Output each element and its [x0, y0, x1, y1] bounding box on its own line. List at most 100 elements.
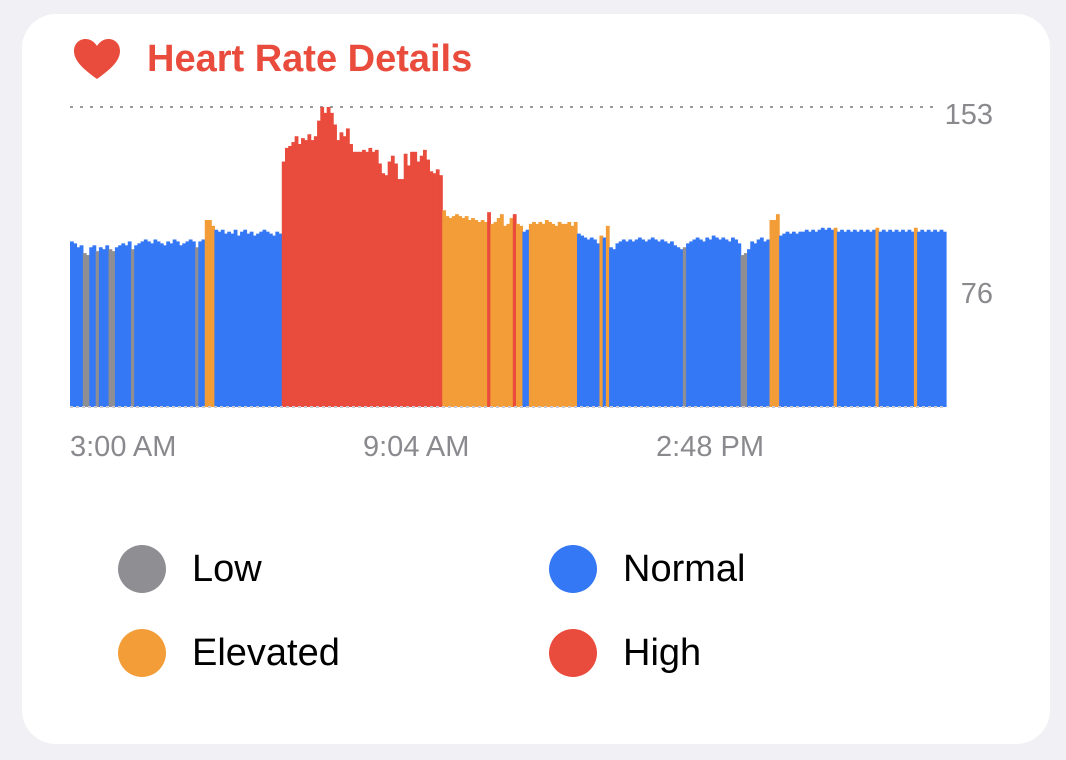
bar-normal	[278, 233, 283, 407]
bar-elevated	[544, 219, 549, 407]
bar-high	[307, 134, 312, 407]
bar-elevated	[772, 219, 777, 407]
bar-elevated	[573, 221, 578, 407]
bar-elevated	[445, 216, 450, 407]
bar-normal	[756, 239, 761, 407]
bar-normal	[236, 235, 241, 407]
bar-normal	[798, 231, 803, 407]
bar-normal	[856, 231, 860, 407]
bar-high	[429, 171, 434, 407]
bar-normal	[114, 247, 119, 407]
bar-elevated	[480, 219, 485, 407]
bar-normal	[852, 229, 857, 407]
bar-normal	[628, 239, 633, 407]
bar-normal	[814, 231, 819, 407]
bar-normal	[872, 229, 877, 407]
bar-low	[95, 251, 100, 407]
bar-normal	[910, 231, 915, 407]
bar-elevated	[458, 216, 463, 407]
bar-high	[374, 149, 379, 408]
bar-elevated	[519, 225, 524, 407]
bar-normal	[907, 229, 912, 407]
bar-high	[432, 173, 437, 407]
bar-normal	[625, 241, 629, 407]
bar-normal	[878, 231, 883, 407]
bar-low	[743, 253, 748, 407]
bar-normal	[102, 249, 106, 407]
bar-normal	[679, 249, 684, 407]
bar-elevated	[204, 219, 209, 407]
bar-normal	[830, 229, 835, 407]
bar-low	[108, 249, 113, 407]
legend-item-low: Low	[118, 544, 262, 594]
bar-high	[291, 142, 296, 407]
bar-normal	[118, 245, 122, 407]
bar-elevated	[455, 214, 459, 407]
card-header: Heart Rate Details	[72, 36, 472, 82]
bar-normal	[788, 233, 793, 407]
bar-elevated	[490, 223, 495, 407]
legend-item-normal: Normal	[549, 544, 745, 594]
bar-normal	[840, 229, 844, 407]
bar-normal	[865, 229, 870, 407]
bar-normal	[159, 243, 164, 407]
legend: Low Normal Elevated High	[118, 544, 818, 714]
bar-normal	[618, 241, 623, 407]
bar-normal	[647, 239, 652, 407]
bar-elevated	[913, 227, 918, 407]
bar-high	[384, 175, 389, 407]
bar-normal	[233, 229, 238, 407]
bar-elevated	[471, 218, 475, 407]
bar-normal	[718, 239, 722, 407]
bar-elevated	[775, 214, 780, 407]
legend-label-low: Low	[192, 548, 262, 590]
bar-normal	[804, 229, 809, 407]
bar-normal	[256, 233, 260, 407]
bar-elevated	[605, 225, 610, 407]
bar-normal	[657, 241, 662, 407]
bar-elevated	[509, 218, 514, 407]
bar-elevated	[467, 219, 472, 407]
bar-normal	[70, 241, 74, 407]
bar-normal	[808, 231, 812, 407]
bar-elevated	[599, 235, 604, 407]
elevated-dot-icon	[118, 629, 166, 677]
bar-normal	[583, 237, 588, 407]
high-dot-icon	[549, 629, 597, 677]
bar-elevated	[528, 223, 533, 407]
bar-high	[371, 151, 376, 407]
bar-high	[403, 153, 408, 407]
heart-icon	[74, 39, 120, 79]
x-tick-label: 3:00 AM	[70, 431, 176, 463]
bar-normal	[92, 245, 97, 407]
bar-normal	[593, 239, 597, 407]
bar-elevated	[451, 216, 456, 407]
bar-high	[419, 155, 424, 407]
bar-normal	[942, 231, 947, 407]
bar-elevated	[769, 219, 774, 407]
bar-high	[422, 149, 427, 408]
bar-elevated	[557, 221, 562, 407]
legend-item-elevated: Elevated	[118, 628, 340, 678]
bar-normal	[939, 229, 944, 407]
bar-normal	[634, 239, 639, 407]
low-dot-icon	[118, 545, 166, 593]
legend-label-high: High	[623, 632, 702, 674]
bar-normal	[888, 229, 893, 407]
legend-label-normal: Normal	[623, 548, 746, 590]
bar-normal	[766, 239, 771, 407]
bar-normal	[621, 239, 626, 407]
bar-elevated	[477, 221, 482, 407]
x-tick-label: 9:04 AM	[363, 431, 469, 463]
bar-normal	[214, 229, 219, 407]
bar-normal	[240, 231, 244, 407]
bar-normal	[917, 231, 921, 407]
bar-elevated	[538, 221, 543, 407]
bar-normal	[265, 231, 270, 407]
bar-high	[387, 161, 392, 407]
bar-normal	[246, 233, 251, 407]
bar-normal	[227, 231, 232, 407]
bar-normal	[230, 233, 235, 407]
bar-high	[313, 136, 318, 407]
bar-elevated	[211, 225, 215, 407]
